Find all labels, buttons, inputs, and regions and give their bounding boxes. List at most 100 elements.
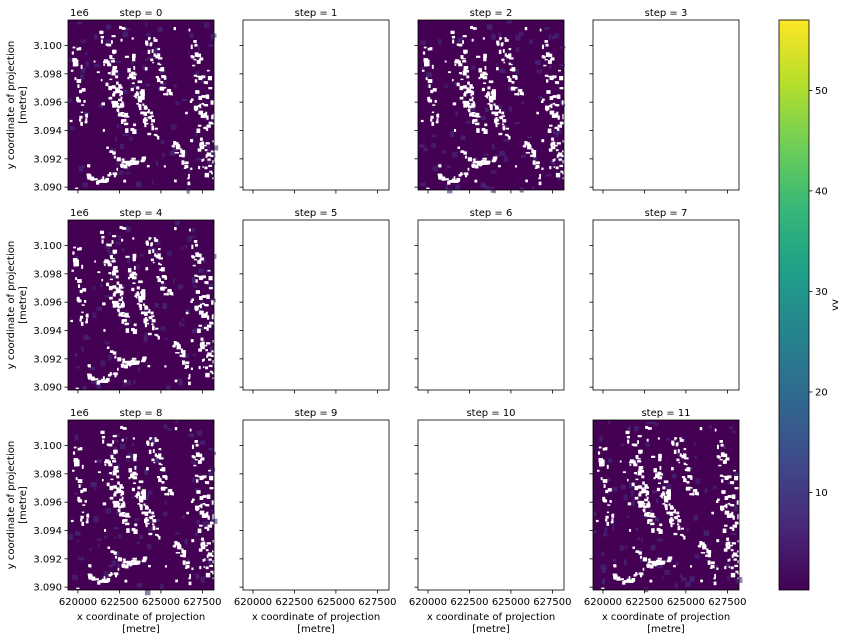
- nodata-cell: [496, 106, 499, 110]
- nodata-cell: [87, 164, 91, 167]
- nodata-cell: [174, 426, 178, 431]
- nodata-cell: [148, 116, 152, 120]
- nodata-cell: [524, 141, 528, 146]
- nodata-cell: [151, 125, 155, 131]
- nodata-cell: [193, 74, 198, 77]
- nodata-cell: [638, 466, 644, 470]
- nodata-cell: [191, 444, 194, 450]
- nodata-cell: [204, 526, 208, 530]
- nodata-cell: [118, 298, 123, 302]
- nodata-cell: [444, 60, 447, 63]
- nodata-cell: [663, 480, 669, 484]
- nodata-cell: [115, 469, 120, 473]
- raster-texture: [729, 426, 734, 430]
- nodata-cell: [673, 449, 677, 454]
- raster-texture: [136, 583, 142, 588]
- nodata-cell: [111, 100, 117, 104]
- nodata-cell: [689, 493, 693, 496]
- nodata-cell: [131, 76, 136, 80]
- raster-texture: [529, 39, 533, 44]
- nodata-cell: [198, 324, 202, 327]
- nodata-cell: [689, 565, 693, 568]
- nodata-cell: [200, 503, 203, 509]
- nodata-cell: [105, 177, 109, 182]
- raster-texture: [194, 488, 200, 492]
- nodata-cell: [86, 514, 89, 517]
- raster-texture: [80, 481, 83, 487]
- nodata-cell: [470, 90, 475, 96]
- nodata-cell: [482, 76, 488, 80]
- nodata-cell: [119, 512, 124, 517]
- nodata-cell: [134, 495, 138, 497]
- nodata-cell: [202, 166, 204, 168]
- nodata-cell: [194, 458, 198, 461]
- nodata-cell: [735, 570, 739, 573]
- nodata-cell: [88, 575, 92, 580]
- nodata-cell: [208, 164, 212, 168]
- raster-texture: [475, 157, 478, 160]
- nodata-cell: [132, 276, 137, 280]
- y-tick-label: 3.094: [33, 326, 62, 337]
- panel-title: step = 11: [641, 408, 690, 419]
- nodata-cell: [195, 279, 198, 283]
- nodata-cell: [501, 111, 505, 115]
- nodata-cell: [493, 156, 498, 160]
- nodata-cell: [444, 178, 449, 181]
- raster-texture: [83, 334, 88, 340]
- raster-texture: [665, 437, 671, 441]
- nodata-cell: [598, 446, 602, 449]
- nodata-cell: [135, 561, 139, 565]
- nodata-cell: [710, 564, 715, 569]
- nodata-cell: [124, 322, 129, 326]
- raster-texture: [447, 188, 453, 194]
- nodata-cell: [118, 284, 123, 289]
- nodata-cell: [511, 67, 516, 72]
- nodata-cell: [207, 515, 210, 520]
- raster-texture: [106, 39, 111, 43]
- nodata-cell: [716, 444, 719, 450]
- nodata-cell: [151, 515, 155, 518]
- nodata-cell: [599, 462, 604, 467]
- raster-texture: [623, 559, 627, 566]
- nodata-cell: [504, 53, 507, 57]
- nodata-cell: [133, 256, 135, 260]
- nodata-cell: [476, 128, 480, 133]
- raster-texture: [175, 532, 180, 535]
- y-tick-label: 3.096: [33, 298, 62, 309]
- nodata-cell: [161, 467, 166, 472]
- colorbar-tick-label: 40: [815, 186, 828, 197]
- nodata-cell: [501, 58, 505, 62]
- nodata-cell: [120, 290, 124, 296]
- nodata-cell: [557, 152, 563, 157]
- raster-texture: [559, 46, 566, 49]
- raster-texture: [80, 39, 87, 44]
- nodata-cell: [460, 55, 464, 59]
- nodata-cell: [459, 96, 464, 100]
- raster-texture: [538, 95, 543, 99]
- nodata-cell: [175, 352, 180, 354]
- nodata-cell: [463, 151, 467, 155]
- raster-texture: [607, 420, 611, 424]
- nodata-cell: [151, 511, 155, 515]
- nodata-cell: [479, 75, 484, 78]
- nodata-cell: [471, 103, 476, 108]
- nodata-cell: [730, 549, 734, 552]
- raster-texture: [145, 22, 148, 26]
- nodata-cell: [172, 545, 177, 547]
- nodata-cell: [101, 102, 105, 106]
- nodata-cell: [72, 46, 76, 49]
- nodata-cell: [185, 564, 190, 569]
- nodata-cell: [167, 492, 170, 496]
- raster-texture: [650, 421, 657, 425]
- nodata-cell: [724, 496, 729, 501]
- nodata-cell: [194, 474, 199, 477]
- raster-texture: [445, 184, 448, 190]
- panel-frame: [67, 419, 215, 591]
- nodata-cell: [106, 146, 109, 149]
- nodata-cell: [163, 87, 167, 89]
- nodata-cell: [121, 319, 124, 324]
- nodata-cell: [163, 293, 167, 296]
- y-tick-label: 3.092: [33, 554, 62, 565]
- nodata-cell: [88, 566, 92, 568]
- raster-texture: [182, 515, 185, 519]
